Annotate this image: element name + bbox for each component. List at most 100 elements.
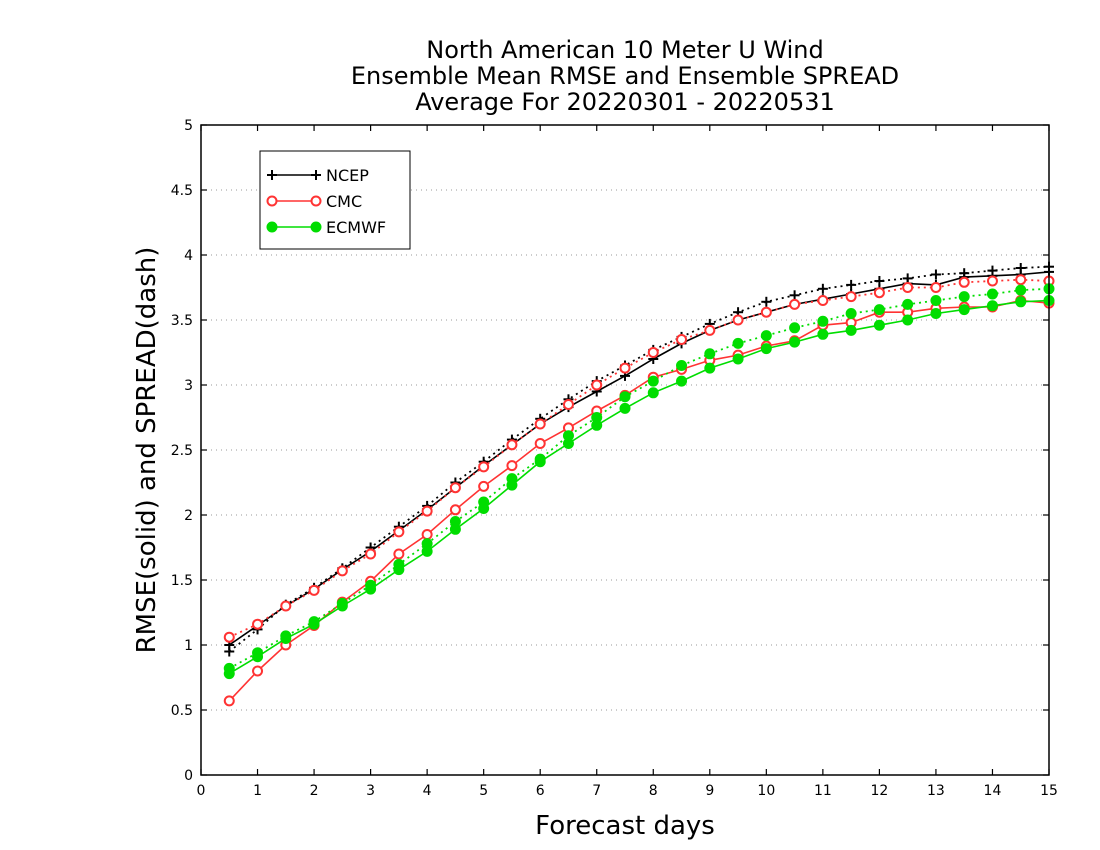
ncep-spread-point — [846, 279, 857, 290]
legend-label-cmc: CMC — [326, 192, 362, 211]
y-tick-label: 4.5 — [171, 183, 193, 199]
y-tick-label: 1 — [184, 638, 193, 654]
cmc-rmse-point — [449, 504, 461, 516]
y-tick-label: 5 — [184, 118, 193, 134]
cmc-rmse-point — [393, 548, 405, 560]
cmc-rmse-point — [421, 529, 433, 540]
cmc-spread-point — [506, 439, 518, 451]
ecmwf-rmse-point — [817, 328, 829, 340]
ecmwf-spread-point — [930, 295, 942, 306]
ecmwf-rmse-point — [873, 319, 885, 331]
y-tick-label: 2.5 — [171, 443, 193, 459]
ecmwf-spread-point — [873, 304, 885, 316]
cmc-spread-point — [704, 324, 716, 336]
cmc-spread-point — [647, 347, 659, 358]
x-tick-label: 14 — [984, 783, 1002, 799]
ecmwf-spread-point — [986, 288, 998, 300]
y-axis-label: RMSE(solid) and SPREAD(dash) — [132, 247, 162, 654]
cmc-spread-point — [280, 600, 292, 612]
axis-ticks: 0 1 2 3 4 5 6 7 8 9 10 11 12 13 14 1500.511.522.533.544… — [171, 118, 1058, 799]
ecmwf-spread-point — [760, 330, 772, 342]
ecmwf-rmse-point — [449, 523, 461, 535]
cmc-spread-point — [421, 505, 433, 517]
ecmwf-rmse-point — [280, 633, 292, 644]
series-layer — [223, 261, 1055, 707]
cmc-spread-point — [449, 482, 461, 494]
legend-marker-ncep — [311, 170, 321, 180]
x-tick-label: 5 — [479, 783, 488, 799]
cmc-spread-point — [393, 526, 405, 538]
cmc-spread-point — [958, 276, 970, 288]
ecmwf-spread-point — [732, 337, 744, 349]
ecmwf-rmse-point — [845, 324, 857, 336]
ecmwf-rmse-point — [421, 545, 433, 557]
x-tick-label: 15 — [1040, 783, 1058, 799]
cmc-spread-point — [732, 314, 744, 326]
ecmwf-rmse-point — [647, 387, 659, 399]
ecmwf-spread-line — [228, 287, 1050, 670]
legend-marker-ecmwf — [310, 221, 322, 233]
ncep-spread-point — [761, 296, 772, 307]
ecmwf-rmse-line — [228, 299, 1050, 675]
ncep-spread-point — [789, 290, 800, 301]
ecmwf-rmse-point — [365, 583, 377, 595]
x-tick-label: 3 — [366, 783, 375, 799]
ecmwf-spread-point — [789, 322, 801, 334]
ecmwf-rmse-point — [986, 300, 998, 312]
cmc-rmse-point — [252, 665, 264, 677]
cmc-spread-point — [534, 418, 546, 430]
ecmwf-rmse-point — [902, 314, 914, 326]
cmc-spread-point — [986, 275, 998, 287]
ecmwf-spread-point — [647, 375, 659, 387]
cmc-spread-point — [223, 631, 235, 643]
ecmwf-spread-point — [845, 308, 857, 319]
cmc-rmse-point — [506, 460, 518, 472]
ecmwf-rmse-point — [789, 336, 801, 348]
y-tick-label: 2 — [184, 508, 193, 524]
x-axis-label: Forecast days — [535, 811, 715, 841]
cmc-spread-point — [760, 306, 772, 318]
ecmwf-spread-point — [1015, 284, 1027, 296]
legend-item-ecmwf: ECMWF — [266, 218, 386, 237]
ecmwf-rmse-point — [676, 375, 688, 387]
ecmwf-rmse-point — [958, 304, 970, 316]
cmc-rmse-point — [534, 438, 546, 449]
cmc-spread-point — [1015, 274, 1027, 286]
cmc-spread-point — [619, 362, 631, 374]
ecmwf-spread-point — [817, 315, 829, 327]
cmc-spread-point — [873, 287, 885, 299]
ncep-spread-line — [228, 265, 1050, 653]
cmc-spread-point — [308, 584, 320, 596]
y-tick-label: 4 — [184, 248, 193, 264]
ecmwf-rmse-point — [336, 600, 348, 612]
series-ecmwf — [223, 283, 1055, 680]
ecmwf-rmse-point — [704, 362, 716, 374]
ecmwf-rmse-point — [562, 438, 574, 449]
legend-item-cmc: CMC — [266, 192, 362, 211]
cmc-spread-point — [365, 548, 377, 560]
x-tick-label: 12 — [870, 783, 888, 799]
ecmwf-spread-point — [619, 391, 631, 403]
x-tick-label: 10 — [757, 783, 775, 799]
ecmwf-rmse-point — [760, 343, 772, 355]
cmc-spread-line — [228, 278, 1050, 639]
y-tick-label: 3 — [184, 378, 193, 394]
ecmwf-rmse-point — [506, 479, 518, 491]
y-tick-label: 0 — [184, 768, 193, 784]
y-tick-label: 1.5 — [171, 573, 193, 589]
x-tick-label: 2 — [310, 783, 319, 799]
title-line-2: Ensemble Mean RMSE and Ensemble SPREAD — [351, 62, 899, 90]
ecmwf-rmse-point — [478, 503, 490, 514]
x-tick-label: 9 — [705, 783, 714, 799]
ecmwf-rmse-point — [930, 308, 942, 319]
cmc-spread-point — [902, 282, 914, 293]
ecmwf-rmse-point — [308, 618, 320, 630]
ecmwf-spread-point — [676, 360, 688, 371]
cmc-spread-point — [817, 295, 829, 306]
x-tick-label: 13 — [927, 783, 945, 799]
cmc-spread-point — [930, 282, 942, 293]
ecmwf-rmse-point — [252, 651, 264, 663]
ecmwf-rmse-point — [534, 456, 546, 468]
ecmwf-rmse-point — [223, 668, 235, 680]
ecmwf-rmse-point — [619, 402, 631, 414]
